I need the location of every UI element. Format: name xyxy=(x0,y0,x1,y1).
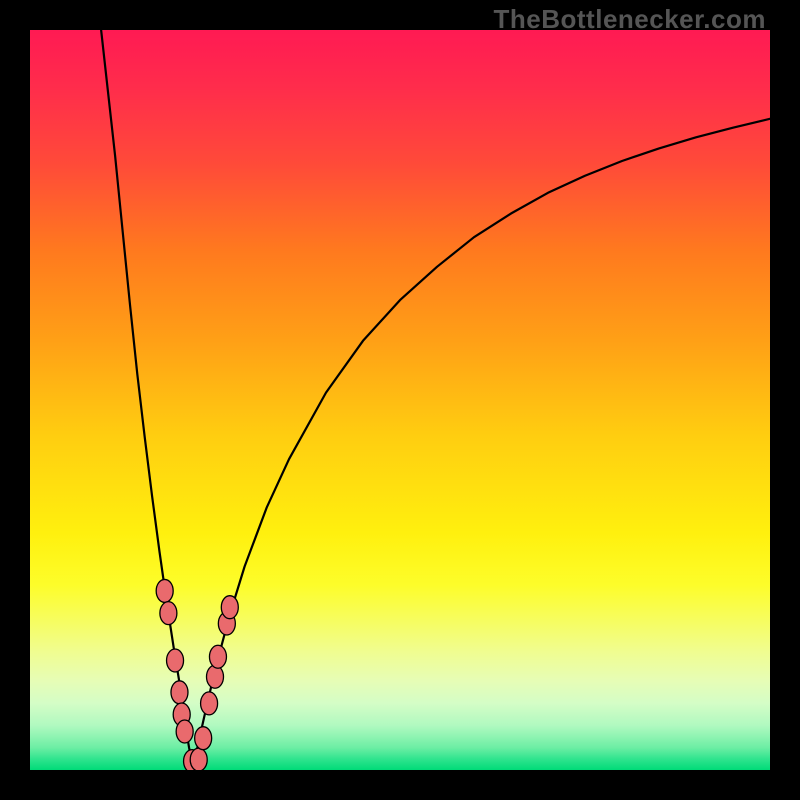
data-marker xyxy=(207,665,224,688)
data-marker xyxy=(167,649,184,672)
plot-area xyxy=(30,30,770,770)
chart-frame: TheBottlenecker.com xyxy=(0,0,800,800)
data-marker xyxy=(201,692,218,715)
data-marker xyxy=(156,579,173,602)
data-marker xyxy=(190,748,207,770)
chart-svg xyxy=(30,30,770,770)
watermark-text: TheBottlenecker.com xyxy=(494,4,766,35)
data-marker xyxy=(176,720,193,743)
data-marker xyxy=(171,681,188,704)
data-marker xyxy=(160,602,177,625)
data-marker xyxy=(209,645,226,668)
data-marker xyxy=(195,727,212,750)
data-marker xyxy=(221,596,238,619)
